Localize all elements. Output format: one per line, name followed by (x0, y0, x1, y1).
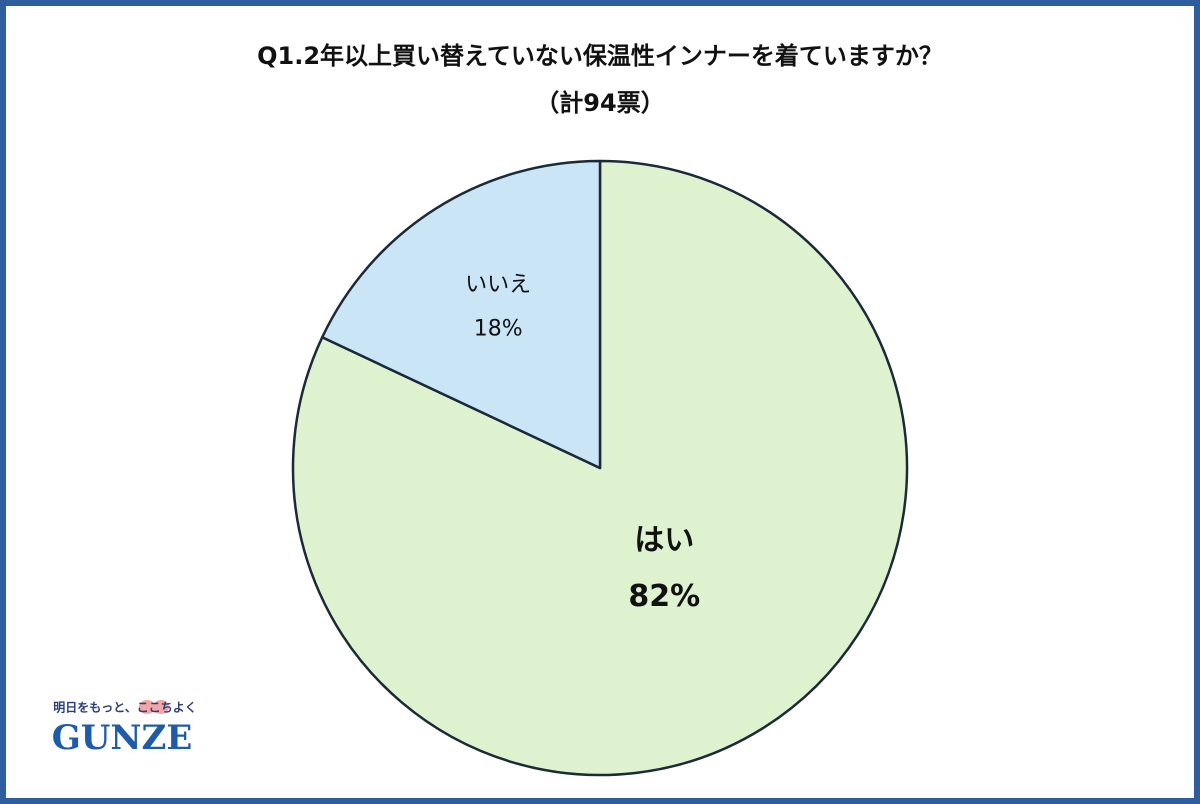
logo-blob (139, 700, 155, 714)
slice-label: はい (634, 523, 694, 558)
logo-brand: GUNZE (52, 718, 193, 758)
slice-label: いいえ (465, 273, 531, 298)
chart-title: Q1.2年以上買い替えていない保温性インナーを着ていますか？ (257, 42, 943, 70)
logo-tagline: 明日をもっと、ここちよく (53, 701, 197, 715)
logo: 明日をもっと、ここちよく GUNZE (52, 700, 197, 758)
pie-slice (320, 159, 602, 470)
logo-blob (153, 700, 169, 714)
value-label: 18% (474, 317, 523, 342)
pie: はい 82% いいえ 18% (291, 159, 909, 777)
chart-subtitle: （計94票） (535, 89, 664, 117)
value-label: 82% (628, 579, 700, 614)
